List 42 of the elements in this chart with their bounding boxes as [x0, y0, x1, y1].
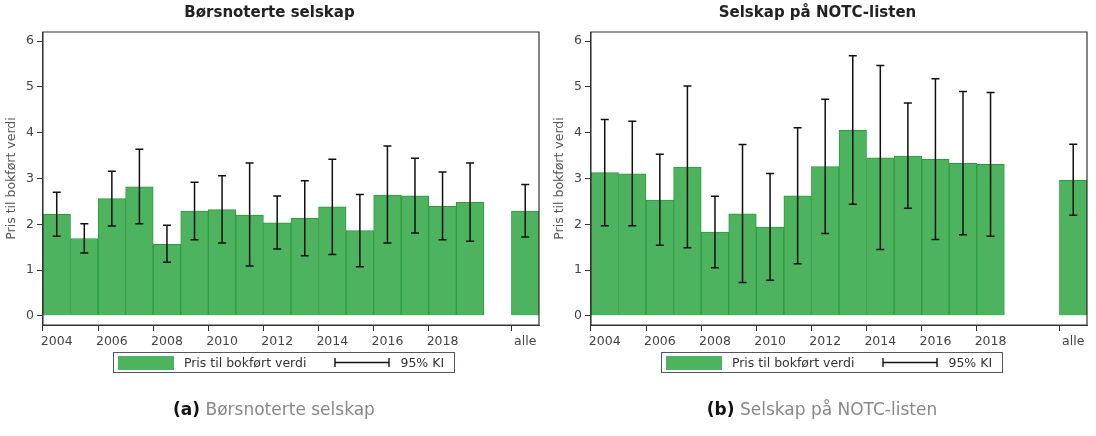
x-tick-label: 2004 — [40, 332, 73, 348]
y-tick-label: 0 — [574, 307, 582, 323]
chart-title: Børsnoterte selskap — [184, 2, 355, 21]
x-tick-label: 2004 — [588, 332, 621, 348]
x-tick-label: 2006 — [95, 332, 128, 348]
x-tick-label: 2016 — [919, 332, 952, 348]
x-tick-label: 2010 — [206, 332, 239, 348]
y-tick-label: 0 — [26, 307, 34, 323]
legend-label: Pris til bokført verdi — [731, 355, 855, 370]
x-tick-label: alle — [514, 332, 537, 348]
x-tick-label: 2006 — [643, 332, 676, 348]
y-tick-label: 4 — [574, 123, 582, 139]
text: 95% KI — [400, 355, 445, 370]
y-axis-title: Pris til bokført verdi — [550, 117, 566, 240]
x-tick-label: 2018 — [974, 332, 1007, 348]
text: 95% KI — [948, 355, 993, 370]
legend-label: Pris til bokført verdi — [183, 355, 307, 370]
x-tick-label: alle — [1062, 332, 1085, 348]
x-tick-label: 2012 — [261, 332, 294, 348]
text: (b) Selskap på NOTC-listen — [706, 399, 938, 419]
y-tick-label: 3 — [26, 169, 34, 185]
y-tick-label: 1 — [574, 261, 582, 277]
y-tick-label: 5 — [574, 78, 582, 94]
y-tick-label: 4 — [26, 123, 34, 139]
x-tick-label: 2018 — [426, 332, 459, 348]
x-tick-label: 2014 — [864, 332, 897, 348]
y-tick-label: 3 — [574, 169, 582, 185]
x-tick-label: 2008 — [151, 332, 183, 348]
text: (a) Børsnoterte selskap — [173, 399, 375, 419]
x-tick-label: 2010 — [754, 332, 787, 348]
y-axis-title: Pris til bokført verdi — [2, 117, 18, 240]
chart-title: Selskap på NOTC-listen — [718, 2, 917, 21]
y-tick-label: 2 — [574, 215, 582, 231]
y-tick-label: 1 — [26, 261, 34, 277]
y-tick-label: 6 — [574, 32, 582, 48]
y-tick-label: 6 — [26, 32, 34, 48]
x-tick-label: 2016 — [371, 332, 404, 348]
x-tick-label: 2008 — [699, 332, 731, 348]
y-tick-label: 5 — [26, 78, 34, 94]
x-tick-label: 2012 — [809, 332, 842, 348]
y-tick-label: 2 — [26, 215, 34, 231]
x-tick-label: 2014 — [316, 332, 349, 348]
